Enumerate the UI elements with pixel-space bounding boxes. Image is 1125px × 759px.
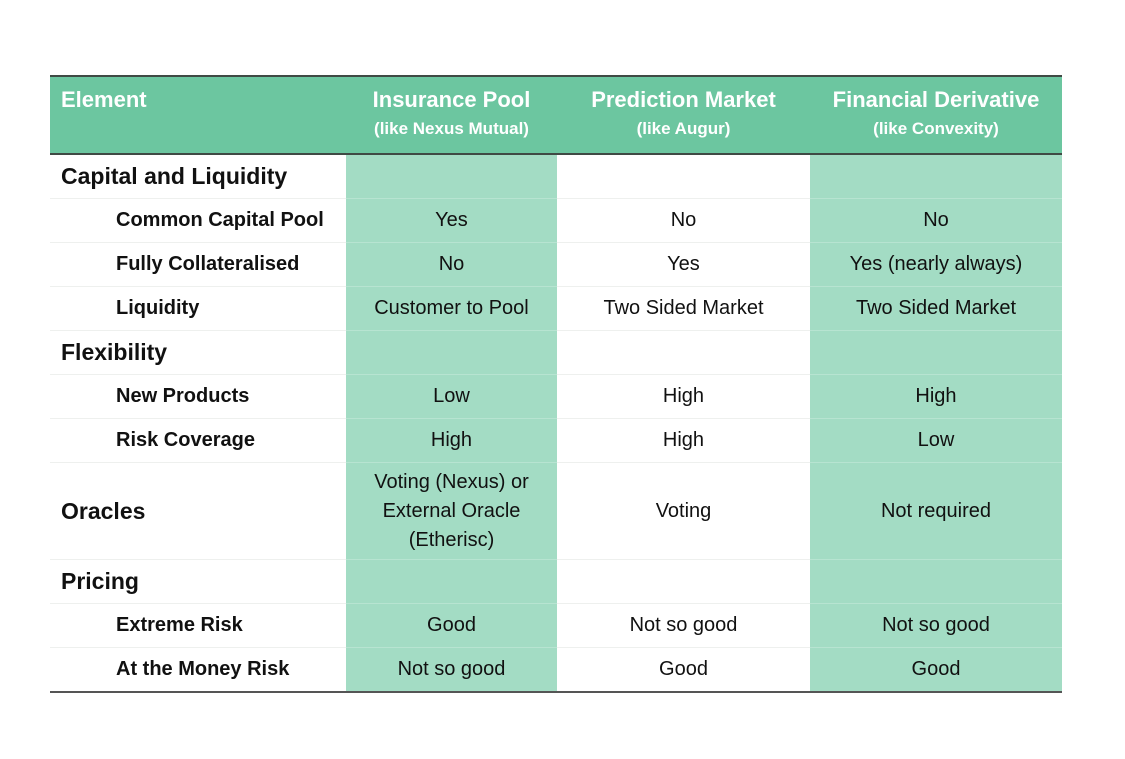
- column-subtitle: (like Convexity): [873, 119, 999, 138]
- column-title: Financial Derivative: [832, 87, 1040, 112]
- comparison-table-wrap: Element Insurance Pool (like Nexus Mutual)…: [50, 75, 1062, 693]
- cell: Good: [557, 647, 810, 693]
- cell: Not so good: [810, 603, 1062, 648]
- cell: High: [810, 374, 1062, 419]
- column-title: Insurance Pool: [372, 87, 531, 112]
- column-subtitle: (like Nexus Mutual): [374, 119, 529, 138]
- section-title: Flexibility: [50, 330, 346, 375]
- row-label: At the Money Risk: [50, 647, 346, 693]
- cell: Voting: [557, 462, 810, 560]
- item-row: Common Capital Pool Yes No No: [50, 198, 1062, 243]
- section-row: Capital and Liquidity: [50, 154, 1062, 199]
- cell: Not required: [810, 462, 1062, 560]
- cell: Two Sided Market: [557, 286, 810, 331]
- column-header: Prediction Market (like Augur): [557, 76, 810, 154]
- row-label: Extreme Risk: [50, 603, 346, 648]
- column-header: Financial Derivative (like Convexity): [810, 76, 1062, 154]
- row-label: Risk Coverage: [50, 418, 346, 463]
- item-row: Extreme Risk Good Not so good Not so good: [50, 603, 1062, 648]
- cell: Two Sided Market: [810, 286, 1062, 331]
- item-row: Liquidity Customer to Pool Two Sided Marke…: [50, 286, 1062, 331]
- item-row: New Products Low High High: [50, 374, 1062, 419]
- cell: Low: [346, 374, 557, 419]
- row-label: Fully Collateralised: [50, 242, 346, 287]
- cell: Yes: [557, 242, 810, 287]
- cell: Low: [810, 418, 1062, 463]
- empty-cell: [346, 559, 557, 604]
- empty-cell: [810, 559, 1062, 604]
- cell: Not so good: [346, 647, 557, 693]
- section-row: Pricing: [50, 559, 1062, 604]
- row-label: New Products: [50, 374, 346, 419]
- column-title: Element: [61, 87, 147, 112]
- cell: No: [557, 198, 810, 243]
- empty-cell: [346, 154, 557, 199]
- cell: Good: [346, 603, 557, 648]
- column-header: Element: [50, 76, 346, 154]
- section-title: Pricing: [50, 559, 346, 604]
- item-row: At the Money Risk Not so good Good Good: [50, 647, 1062, 693]
- cell: Customer to Pool: [346, 286, 557, 331]
- item-row: Fully Collateralised No Yes Yes (nearly alw…: [50, 242, 1062, 287]
- empty-cell: [810, 154, 1062, 199]
- section-row: Flexibility: [50, 330, 1062, 375]
- table-header: Element Insurance Pool (like Nexus Mutual)…: [50, 76, 1062, 154]
- cell: Good: [810, 647, 1062, 693]
- column-header: Insurance Pool (like Nexus Mutual): [346, 76, 557, 154]
- section-title: Oracles: [50, 462, 346, 560]
- row-label: Common Capital Pool: [50, 198, 346, 243]
- column-subtitle: (like Augur): [636, 119, 731, 138]
- empty-cell: [557, 330, 810, 375]
- cell: Yes: [346, 198, 557, 243]
- header-row: Element Insurance Pool (like Nexus Mutual)…: [50, 76, 1062, 154]
- cell: Not so good: [557, 603, 810, 648]
- item-row: Risk Coverage High High Low: [50, 418, 1062, 463]
- cell: Yes (nearly always): [810, 242, 1062, 287]
- empty-cell: [346, 330, 557, 375]
- comparison-table: Element Insurance Pool (like Nexus Mutual)…: [50, 75, 1062, 693]
- cell: High: [557, 374, 810, 419]
- table-body: Capital and Liquidity Common Capital Pool…: [50, 154, 1062, 693]
- cell: High: [557, 418, 810, 463]
- cell: No: [810, 198, 1062, 243]
- row-label: Liquidity: [50, 286, 346, 331]
- empty-cell: [810, 330, 1062, 375]
- column-title: Prediction Market: [591, 87, 776, 112]
- section-title: Capital and Liquidity: [50, 154, 346, 199]
- empty-cell: [557, 559, 810, 604]
- section-row: Oracles Voting (Nexus) or External Oracle…: [50, 462, 1062, 560]
- cell: Voting (Nexus) or External Oracle (Ether…: [346, 462, 557, 560]
- empty-cell: [557, 154, 810, 199]
- cell: High: [346, 418, 557, 463]
- cell: No: [346, 242, 557, 287]
